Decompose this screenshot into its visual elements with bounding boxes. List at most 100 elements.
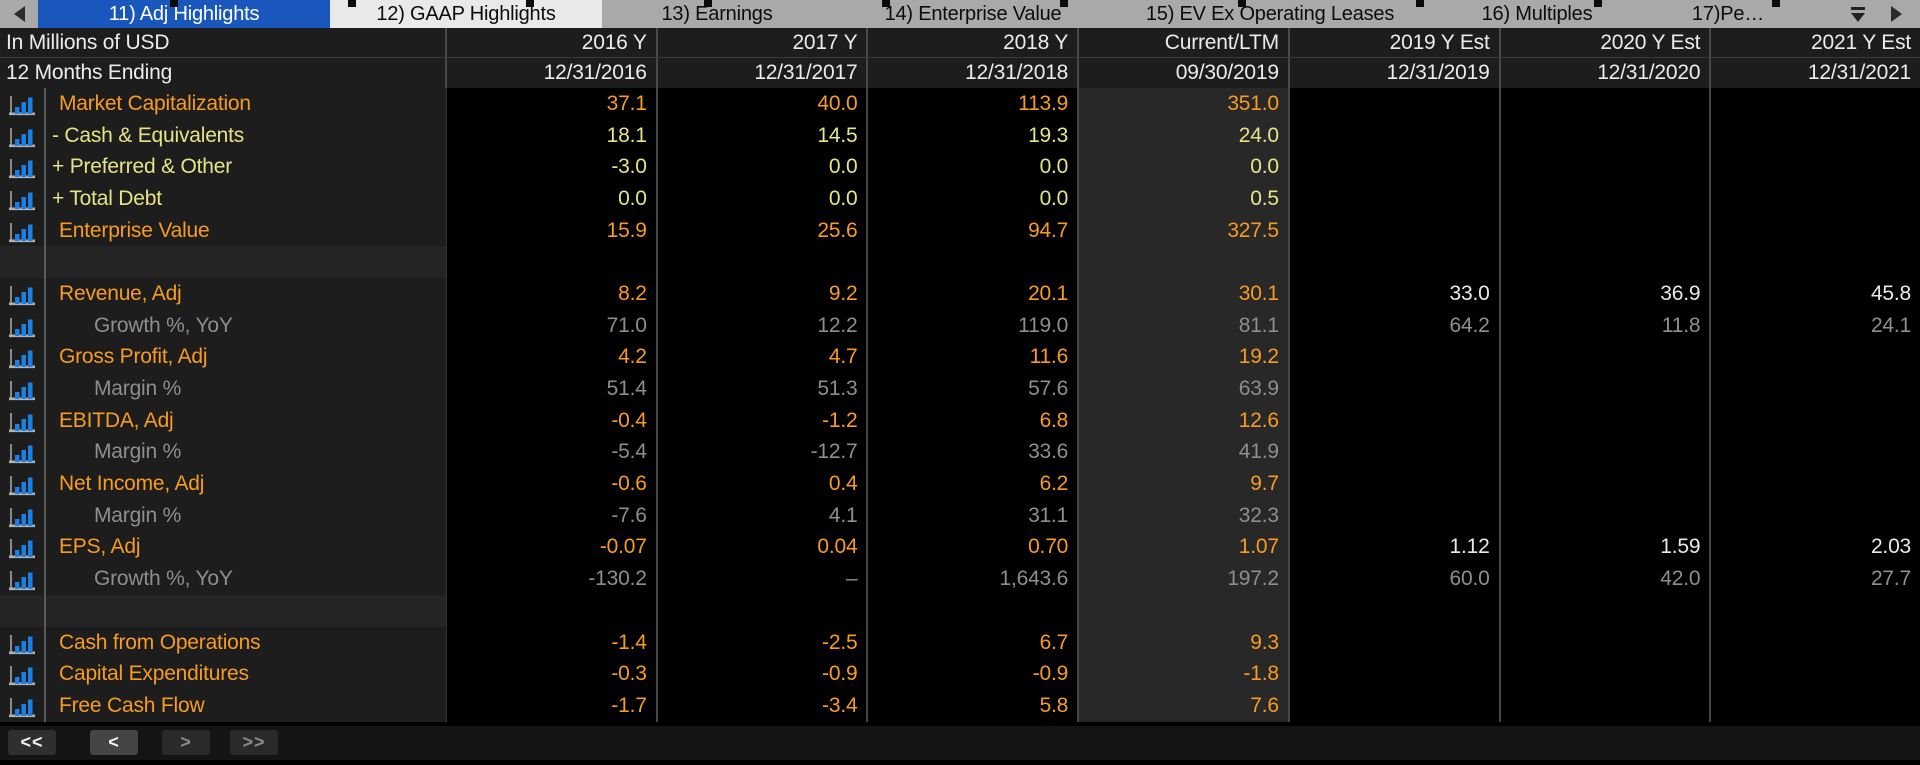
tab-12[interactable]: 12) GAAP Highlights (330, 0, 602, 28)
value-cell[interactable] (1711, 436, 1920, 469)
value-cell[interactable]: 1.59 (1500, 531, 1712, 564)
value-cell[interactable]: 19.2 (1079, 341, 1290, 374)
value-cell[interactable] (1500, 246, 1712, 279)
value-cell[interactable] (1289, 690, 1501, 722)
value-cell[interactable] (447, 246, 658, 279)
value-cell[interactable] (1500, 341, 1712, 374)
tab-17[interactable]: 17)Pe… (1691, 2, 1765, 25)
value-cell[interactable] (1289, 499, 1501, 532)
value-cell[interactable]: 45.8 (1711, 278, 1920, 310)
value-cell[interactable]: 37.1 (447, 88, 658, 120)
value-cell[interactable] (1289, 468, 1501, 500)
tab-11[interactable]: 11) Adj Highlights (38, 0, 330, 28)
value-cell[interactable]: 25.6 (657, 214, 869, 247)
value-cell[interactable] (1500, 151, 1712, 184)
value-cell[interactable]: 113.9 (868, 88, 1080, 120)
value-cell[interactable] (1500, 436, 1712, 469)
value-cell[interactable] (1289, 151, 1501, 184)
value-cell[interactable] (1079, 595, 1290, 627)
value-cell[interactable]: 0.0 (657, 151, 869, 184)
chart-icon-button[interactable] (0, 119, 46, 152)
value-cell[interactable] (1711, 88, 1920, 120)
value-cell[interactable]: 33.0 (1289, 278, 1501, 310)
row-label[interactable]: - Cash & Equivalents (52, 123, 245, 147)
chart-icon-button[interactable] (0, 658, 46, 691)
value-cell[interactable]: 31.1 (868, 499, 1080, 532)
value-cell[interactable]: 6.2 (868, 468, 1080, 500)
value-cell[interactable] (1500, 468, 1712, 500)
value-cell[interactable]: 7.6 (1079, 690, 1290, 722)
value-cell[interactable] (1711, 690, 1920, 722)
value-cell[interactable] (1711, 341, 1920, 374)
chart-icon-button[interactable] (0, 341, 46, 374)
value-cell[interactable] (868, 595, 1080, 627)
chart-icon-button[interactable] (0, 309, 46, 342)
value-cell[interactable] (1289, 214, 1501, 247)
value-cell[interactable] (868, 246, 1080, 279)
chart-icon-button[interactable] (0, 468, 46, 500)
value-cell[interactable]: 327.5 (1079, 214, 1290, 247)
value-cell[interactable] (1500, 595, 1712, 627)
value-cell[interactable]: -0.9 (868, 658, 1080, 691)
value-cell[interactable] (1500, 119, 1712, 152)
value-cell[interactable]: 15.9 (447, 214, 658, 247)
value-cell[interactable]: 12.6 (1079, 404, 1290, 437)
value-cell[interactable]: 9.2 (657, 278, 869, 310)
chart-icon-button[interactable] (0, 151, 46, 184)
value-cell[interactable]: 57.6 (868, 373, 1080, 405)
previous-page-button[interactable]: < (90, 730, 138, 756)
value-cell[interactable] (1711, 468, 1920, 500)
value-cell[interactable]: 0.0 (868, 183, 1080, 215)
value-cell[interactable] (1500, 214, 1712, 247)
value-cell[interactable] (1500, 88, 1712, 120)
value-cell[interactable]: 14.5 (657, 119, 869, 152)
value-cell[interactable] (1500, 183, 1712, 215)
value-cell[interactable]: 0.0 (868, 151, 1080, 184)
row-label[interactable]: Margin % (94, 503, 182, 527)
tab-15[interactable]: 15) EV Ex Operating Leases (1145, 2, 1395, 25)
value-cell[interactable]: 9.7 (1079, 468, 1290, 500)
value-cell[interactable]: 30.1 (1079, 278, 1290, 310)
row-label[interactable]: EBITDA, Adj (59, 408, 174, 432)
row-label[interactable]: Growth %, YoY (94, 567, 233, 591)
value-cell[interactable] (447, 595, 658, 627)
tab-scroll-left-button[interactable] (0, 0, 38, 28)
value-cell[interactable]: 0.5 (1079, 183, 1290, 215)
value-cell[interactable]: 41.9 (1079, 436, 1290, 469)
value-cell[interactable]: -5.4 (447, 436, 658, 469)
value-cell[interactable] (1289, 436, 1501, 469)
chart-icon-button[interactable] (0, 373, 46, 405)
value-cell[interactable] (1711, 183, 1920, 215)
chart-icon-button[interactable] (0, 563, 46, 595)
value-cell[interactable]: 1.12 (1289, 531, 1501, 564)
value-cell[interactable] (1500, 658, 1712, 691)
first-page-button[interactable]: << (8, 730, 56, 756)
value-cell[interactable]: -3.0 (447, 151, 658, 184)
value-cell[interactable]: 51.3 (657, 373, 869, 405)
value-cell[interactable]: -1.2 (657, 404, 869, 437)
value-cell[interactable]: 0.70 (868, 531, 1080, 564)
value-cell[interactable]: 71.0 (447, 309, 658, 342)
value-cell[interactable] (1289, 658, 1501, 691)
chart-icon-button[interactable] (0, 88, 46, 120)
value-cell[interactable]: 18.1 (447, 119, 658, 152)
tab-scroll-right-button[interactable] (1891, 6, 1902, 22)
value-cell[interactable] (657, 246, 869, 279)
value-cell[interactable]: -2.5 (657, 626, 869, 659)
value-cell[interactable] (1711, 626, 1920, 659)
value-cell[interactable]: 0.0 (447, 183, 658, 215)
value-cell[interactable] (1289, 183, 1501, 215)
value-cell[interactable]: -12.7 (657, 436, 869, 469)
value-cell[interactable]: 24.1 (1711, 309, 1920, 342)
value-cell[interactable]: 2.03 (1711, 531, 1920, 564)
value-cell[interactable] (1500, 373, 1712, 405)
value-cell[interactable]: 6.8 (868, 404, 1080, 437)
value-cell[interactable]: 60.0 (1289, 563, 1501, 595)
tab-16[interactable]: 16) Multiples (1481, 2, 1593, 25)
value-cell[interactable] (1711, 119, 1920, 152)
value-cell[interactable]: 94.7 (868, 214, 1080, 247)
value-cell[interactable] (1500, 499, 1712, 532)
value-cell[interactable]: 0.04 (657, 531, 869, 564)
value-cell[interactable]: 5.8 (868, 690, 1080, 722)
value-cell[interactable]: 40.0 (657, 88, 869, 120)
